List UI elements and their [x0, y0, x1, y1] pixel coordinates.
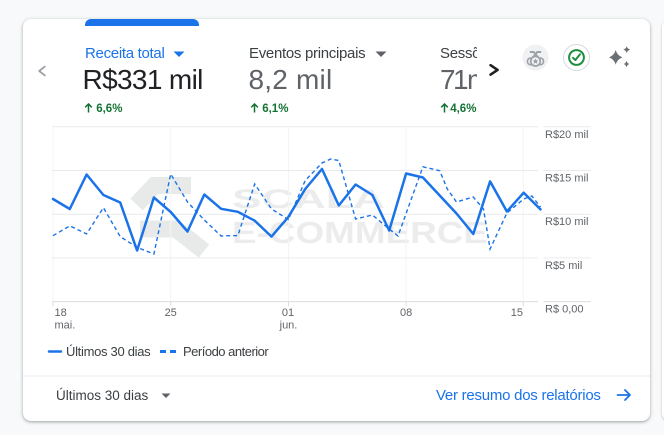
- svg-text:08: 08: [400, 307, 412, 319]
- svg-text:mai.: mai.: [55, 320, 76, 332]
- svg-text:R$ 0,00: R$ 0,00: [545, 304, 584, 316]
- svg-text:R$5 mil: R$5 mil: [545, 260, 582, 272]
- svg-text:R$10 mil: R$10 mil: [545, 216, 588, 228]
- svg-text:18: 18: [55, 307, 67, 319]
- svg-text:E-COMMERCE: E-COMMERCE: [232, 215, 488, 250]
- svg-text:jun.: jun.: [279, 320, 298, 332]
- svg-text:R$15 mil: R$15 mil: [545, 173, 588, 185]
- svg-text:01: 01: [282, 307, 294, 319]
- svg-text:15: 15: [511, 307, 523, 319]
- svg-text:R$20 mil: R$20 mil: [545, 129, 588, 141]
- svg-text:Período anterior: Período anterior: [183, 344, 269, 359]
- svg-text:25: 25: [165, 307, 177, 319]
- svg-text:Últimos 30 dias: Últimos 30 dias: [66, 344, 151, 359]
